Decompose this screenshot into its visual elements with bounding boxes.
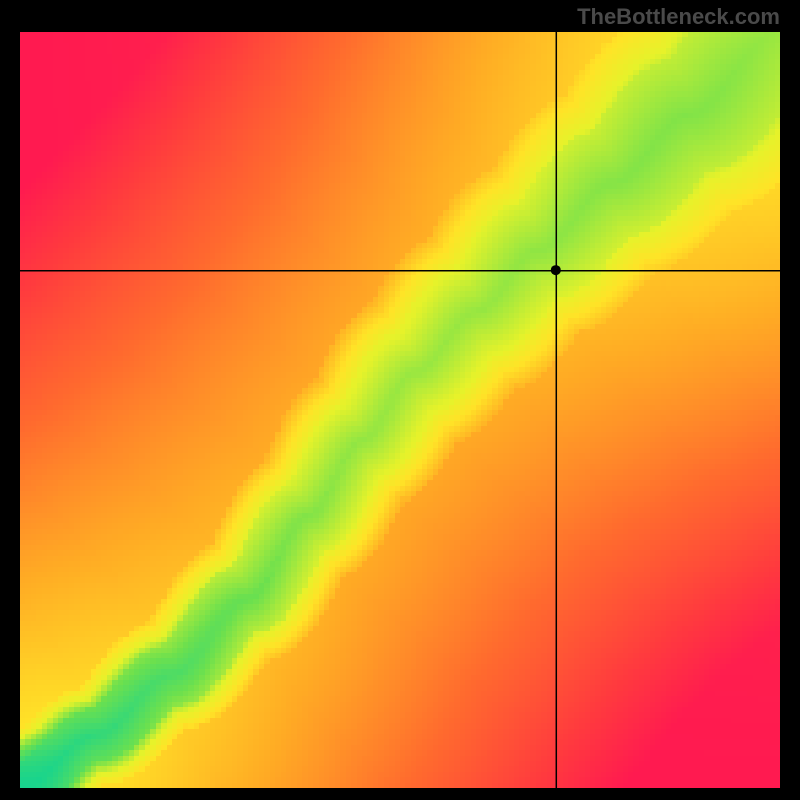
- watermark-text: TheBottleneck.com: [577, 4, 780, 30]
- bottleneck-heatmap: [20, 32, 780, 788]
- chart-container: TheBottleneck.com: [0, 0, 800, 800]
